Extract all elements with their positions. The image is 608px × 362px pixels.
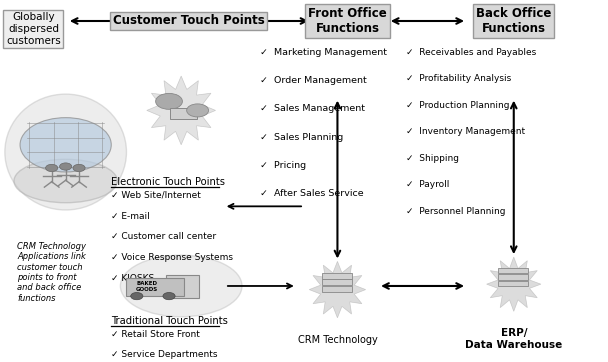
Text: CRM Technology
Applications link
customer touch
points to front
and back office
: CRM Technology Applications link custome… xyxy=(17,242,86,303)
FancyBboxPatch shape xyxy=(498,268,528,273)
Text: ✓ E-mail: ✓ E-mail xyxy=(111,212,150,220)
Text: ✓ Retail Store Front: ✓ Retail Store Front xyxy=(111,331,199,339)
Text: ✓ Web Site/Internet: ✓ Web Site/Internet xyxy=(111,191,201,200)
Circle shape xyxy=(73,164,85,172)
Text: Globally
dispersed
customers: Globally dispersed customers xyxy=(6,12,61,46)
Text: Traditional Touch Points: Traditional Touch Points xyxy=(111,316,227,326)
Text: ✓  Marketing Management: ✓ Marketing Management xyxy=(260,48,387,57)
Text: ✓  After Sales Service: ✓ After Sales Service xyxy=(260,189,363,198)
Text: ✓  Inventory Management: ✓ Inventory Management xyxy=(406,127,525,136)
Circle shape xyxy=(131,292,143,300)
FancyBboxPatch shape xyxy=(322,286,352,292)
Text: Customer Touch Points: Customer Touch Points xyxy=(112,14,264,28)
Text: ✓  Order Management: ✓ Order Management xyxy=(260,76,367,85)
Text: ✓  Profitability Analysis: ✓ Profitability Analysis xyxy=(406,75,511,83)
Circle shape xyxy=(187,104,209,117)
Text: Front Office
Functions: Front Office Functions xyxy=(308,7,387,35)
Text: ✓  Receivables and Payables: ✓ Receivables and Payables xyxy=(406,48,536,57)
Text: ✓ KIOSKS: ✓ KIOSKS xyxy=(111,274,154,282)
Polygon shape xyxy=(309,261,365,318)
Text: ✓ Service Departments: ✓ Service Departments xyxy=(111,350,217,359)
Ellipse shape xyxy=(5,94,126,210)
Circle shape xyxy=(156,93,182,109)
Circle shape xyxy=(46,164,58,172)
Text: ✓  Shipping: ✓ Shipping xyxy=(406,154,459,163)
Polygon shape xyxy=(486,257,541,311)
FancyBboxPatch shape xyxy=(498,274,528,280)
Text: CRM Technology: CRM Technology xyxy=(297,335,378,345)
Circle shape xyxy=(60,163,72,170)
FancyBboxPatch shape xyxy=(498,281,528,286)
FancyBboxPatch shape xyxy=(322,279,352,285)
Text: ERP/
Data Warehouse: ERP/ Data Warehouse xyxy=(465,328,562,350)
Text: Electronic Touch Points: Electronic Touch Points xyxy=(111,177,225,187)
Circle shape xyxy=(20,118,111,172)
Text: ✓  Pricing: ✓ Pricing xyxy=(260,161,306,170)
Circle shape xyxy=(163,292,175,300)
Text: Back Office
Functions: Back Office Functions xyxy=(476,7,551,35)
Text: ✓  Payroll: ✓ Payroll xyxy=(406,180,449,189)
Polygon shape xyxy=(147,76,216,145)
Text: BAKED
GOODS: BAKED GOODS xyxy=(136,281,158,292)
Text: ✓  Sales Planning: ✓ Sales Planning xyxy=(260,133,343,142)
Text: ✓  Sales Management: ✓ Sales Management xyxy=(260,105,365,113)
Text: ✓  Personnel Planning: ✓ Personnel Planning xyxy=(406,207,506,215)
FancyBboxPatch shape xyxy=(126,278,184,296)
Ellipse shape xyxy=(120,255,242,317)
FancyBboxPatch shape xyxy=(322,273,352,279)
FancyBboxPatch shape xyxy=(166,275,199,298)
Text: ✓ Voice Response Systems: ✓ Voice Response Systems xyxy=(111,253,233,262)
Text: ✓ Customer call center: ✓ Customer call center xyxy=(111,232,216,241)
Ellipse shape xyxy=(14,159,117,203)
FancyBboxPatch shape xyxy=(170,108,197,119)
Text: ✓  Production Planning: ✓ Production Planning xyxy=(406,101,510,110)
